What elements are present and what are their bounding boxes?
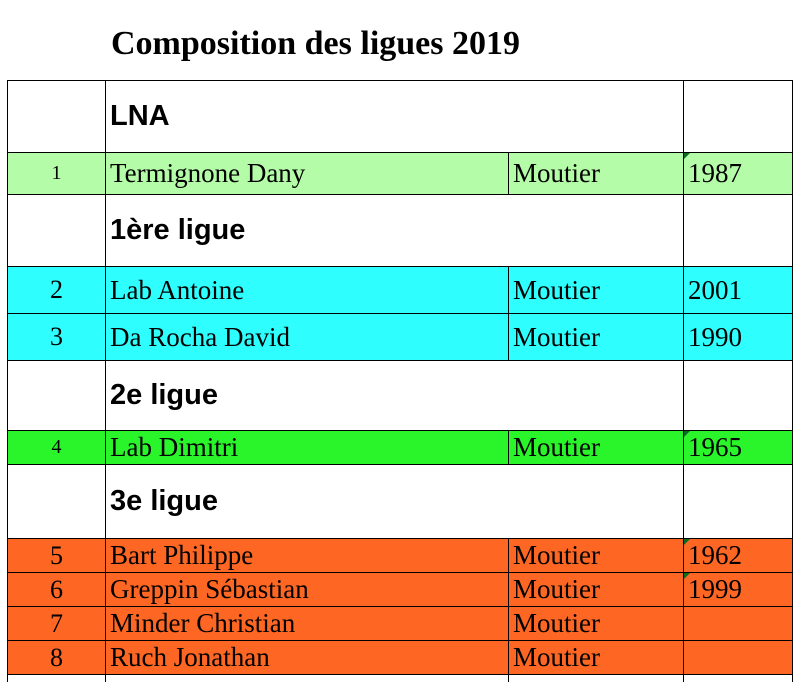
section-label: 1ère ligue [104,194,685,267]
table-row: 7 Minder Christian Moutier [7,606,794,641]
section-label: 3e ligue [104,464,685,539]
table-row: 4 Lab Dimitri Moutier 1965 [7,430,794,465]
player-year-value: 1962 [688,540,743,570]
player-name: Ruch Jonathan [105,640,509,675]
table-row: 5 Bart Philippe Moutier 1962 [7,538,794,573]
table-row: 1 Termignone Dany Moutier 1987 [7,152,794,195]
section-label: 2e ligue [104,360,685,431]
comment-marker-icon [684,539,691,545]
table-row-empty [7,674,794,682]
row-number: 3 [7,313,106,361]
cell-empty [7,674,106,682]
section-header-1ere-ligue: 1ère ligue [7,194,794,267]
row-number: 6 [7,572,106,607]
comment-marker-icon [684,431,691,437]
cell-empty [683,194,794,267]
cell-empty [507,674,685,682]
player-name: Lab Dimitri [105,430,509,465]
row-number: 8 [7,640,106,675]
player-name: Da Rocha David [105,313,509,361]
player-year-value: 1965 [688,432,743,462]
player-year: 1987 [683,152,794,195]
player-year: 1962 [683,538,794,573]
section-label: LNA [104,80,685,153]
cell-empty [7,360,106,431]
player-club: Moutier [507,640,685,675]
row-number: 1 [7,152,106,195]
player-year-value: 1999 [688,574,743,604]
player-year-value: 1987 [688,158,743,188]
player-name: Greppin Sébastian [105,572,509,607]
cell-empty [683,674,794,682]
table-row: 2 Lab Antoine Moutier 2001 [7,266,794,314]
player-name: Termignone Dany [105,152,509,195]
cell-empty [683,360,794,431]
section-header-lna: LNA [7,80,794,153]
player-year: 2001 [683,266,794,314]
player-year [683,640,794,675]
row-number: 5 [7,538,106,573]
page-title: Composition des ligues 2019 [111,25,520,62]
section-header-3e-ligue: 3e ligue [7,464,794,539]
cell-empty [7,464,106,539]
player-club: Moutier [507,266,685,314]
player-name: Bart Philippe [105,538,509,573]
cell-empty [105,674,509,682]
player-club: Moutier [507,313,685,361]
table-row: 8 Ruch Jonathan Moutier [7,640,794,675]
player-year: 1965 [683,430,794,465]
player-name: Lab Antoine [105,266,509,314]
cell-empty [7,80,106,153]
player-club: Moutier [507,538,685,573]
comment-marker-icon [684,573,691,579]
row-number: 4 [7,430,106,465]
cell-empty [683,80,794,153]
player-year: 1990 [683,313,794,361]
player-club: Moutier [507,430,685,465]
player-year: 1999 [683,572,794,607]
row-number: 2 [7,266,106,314]
player-name: Minder Christian [105,606,509,641]
row-number: 7 [7,606,106,641]
player-club: Moutier [507,572,685,607]
player-club: Moutier [507,606,685,641]
cell-empty [683,464,794,539]
cell-empty [7,194,106,267]
section-header-2e-ligue: 2e ligue [7,360,794,431]
player-year [683,606,794,641]
comment-marker-icon [684,153,691,159]
player-club: Moutier [507,152,685,195]
table-row: 6 Greppin Sébastian Moutier 1999 [7,572,794,607]
table-row: 3 Da Rocha David Moutier 1990 [7,313,794,361]
league-table: LNA 1 Termignone Dany Moutier 1987 1ère … [7,80,794,682]
